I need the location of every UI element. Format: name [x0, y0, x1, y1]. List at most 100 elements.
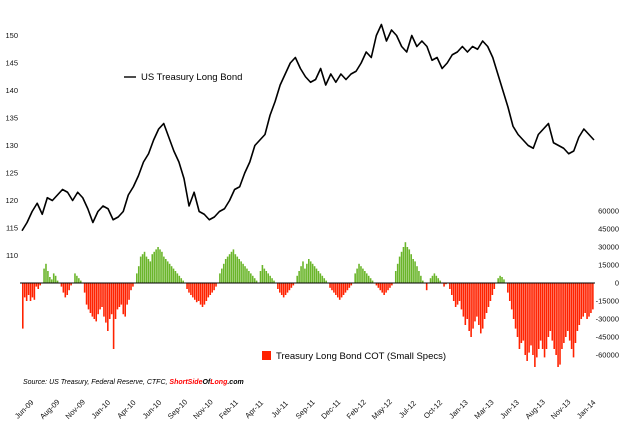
- cot-bar: [137, 266, 140, 283]
- cot-bar: [362, 268, 364, 283]
- cot-bar: [118, 283, 121, 307]
- cot-bar: [259, 271, 262, 283]
- source-prefix: Source: US Treasury, Federal Reserve, CT…: [23, 379, 169, 386]
- cot-bar: [110, 283, 113, 315]
- cot-bar: [398, 256, 401, 283]
- cot-bar: [95, 283, 98, 322]
- cot-bar: [56, 280, 59, 283]
- cot-bar: [107, 283, 109, 331]
- cot-bar: [114, 283, 117, 319]
- cot-bar: [404, 242, 407, 283]
- cot-bar: [383, 283, 385, 295]
- right-axis-ticks: 60000 45000 30000 15000 0 -15000 -30000 -45000 -…: [596, 207, 619, 360]
- cot-bar: [333, 283, 335, 293]
- cot-bar: [336, 283, 339, 298]
- cot-bar: [528, 283, 530, 353]
- cot-bar: [364, 271, 366, 283]
- cot-bar: [451, 283, 453, 295]
- cot-bar: [522, 283, 525, 341]
- cot-bar: [466, 283, 469, 319]
- cot-bar: [379, 283, 382, 291]
- cot-bar: [514, 283, 517, 329]
- cot-bar: [443, 283, 445, 287]
- cot-bar: [576, 283, 579, 331]
- x-tick-label: Aug-13: [523, 397, 546, 420]
- cot-bar: [566, 283, 569, 331]
- cot-bar: [136, 273, 138, 283]
- cot-bar: [132, 283, 134, 287]
- cot-bar: [342, 283, 345, 295]
- cot-bar: [507, 283, 509, 293]
- cot-bar: [590, 283, 592, 313]
- cot-bar: [418, 271, 420, 283]
- cot-bar: [213, 283, 215, 291]
- right-tick-label: -45000: [596, 333, 619, 342]
- cot-bar: [232, 249, 235, 283]
- cot-bar: [414, 261, 416, 283]
- left-tick-label: 135: [5, 114, 18, 123]
- cot-bar: [207, 283, 210, 298]
- cot-bar: [344, 283, 347, 293]
- cot-bar: [149, 261, 152, 283]
- cot-bar: [584, 283, 586, 313]
- cot-bar: [263, 268, 266, 283]
- cot-bar: [532, 283, 534, 355]
- cot-bar: [195, 283, 198, 303]
- cot-bar: [555, 283, 557, 355]
- cot-bar: [518, 283, 521, 349]
- cot-bar: [168, 263, 171, 283]
- cot-bar: [582, 283, 584, 317]
- cot-bar: [279, 283, 281, 293]
- cot-bar: [476, 283, 478, 317]
- cot-bar: [45, 263, 47, 283]
- cot-bar: [592, 283, 594, 310]
- cot-bar: [319, 273, 322, 283]
- cot-bar: [304, 268, 306, 283]
- cot-bar: [406, 247, 409, 283]
- cot-bar: [27, 283, 30, 295]
- cot-bar: [458, 283, 461, 301]
- cot-bar: [350, 283, 353, 286]
- cot-bar: [103, 283, 105, 317]
- cot-bar: [464, 283, 467, 325]
- cot-bar: [201, 283, 204, 307]
- right-tick-label: -15000: [596, 297, 619, 306]
- cot-bar: [578, 283, 581, 325]
- cot-bar: [52, 273, 55, 283]
- cot-bar: [124, 283, 126, 317]
- cot-bar: [68, 283, 70, 291]
- cot-bar: [147, 259, 150, 283]
- cot-bar: [37, 283, 40, 289]
- cot-bar: [516, 283, 519, 337]
- legend-bar-swatch: [262, 351, 271, 360]
- cot-bar: [412, 259, 414, 283]
- cot-bar: [78, 278, 80, 283]
- cot-bar: [422, 280, 424, 283]
- cot-bar: [335, 283, 337, 295]
- right-tick-label: 45000: [598, 225, 619, 234]
- cot-bar: [445, 283, 447, 285]
- cot-bar: [497, 278, 499, 283]
- cot-bar: [530, 283, 532, 346]
- cot-bar: [381, 283, 384, 293]
- left-tick-label: 115: [6, 224, 18, 233]
- cot-bar: [474, 283, 476, 322]
- cot-bar: [389, 283, 391, 288]
- x-tick-label: Apr-11: [243, 398, 265, 420]
- cot-bar: [284, 283, 287, 295]
- legend-line: US Treasury Long Bond: [124, 72, 242, 83]
- x-tick-label: Jun-13: [498, 398, 521, 421]
- cot-bar: [128, 283, 130, 300]
- cot-bar: [108, 283, 111, 319]
- cot-bar: [35, 283, 38, 287]
- cot-bar: [489, 283, 492, 301]
- cot-bar: [512, 283, 515, 319]
- cot-bar: [23, 283, 26, 298]
- cot-bar: [269, 275, 271, 283]
- cot-bar: [580, 283, 583, 319]
- cot-bar: [526, 283, 528, 361]
- cot-bar: [586, 283, 588, 319]
- x-tick-label: Jul-12: [397, 399, 418, 420]
- cot-bar: [308, 259, 310, 283]
- x-tick-label: Nov-13: [549, 397, 572, 420]
